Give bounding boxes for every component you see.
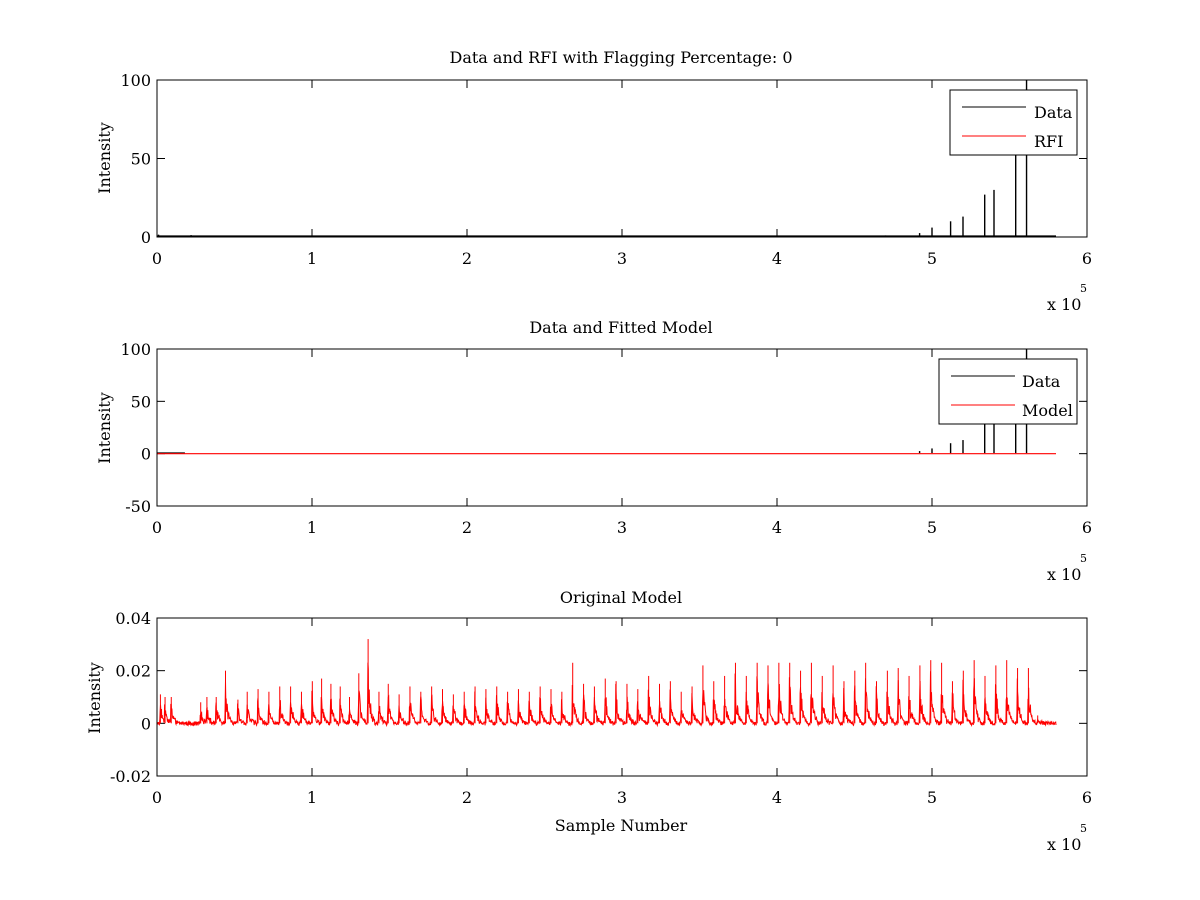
- subplot-1-title: Data and RFI with Flagging Percentage: 0: [449, 48, 792, 67]
- subplot-3-title: Original Model: [560, 588, 682, 607]
- x-tick-label: 3: [617, 518, 627, 537]
- original-model-trace: [156, 662, 1057, 728]
- x-tick-label: 1: [307, 518, 317, 537]
- legend-1-rfi-label: RFI: [1034, 132, 1063, 151]
- x-tick-label: 5: [927, 518, 937, 537]
- y-tick-label: 0.02: [115, 662, 151, 681]
- subplot-1-ylabel: Intensity: [95, 122, 114, 194]
- subplot-2-legend: Data Model: [938, 358, 1078, 425]
- y-tick-label: 0: [141, 445, 151, 464]
- subplot-2-ylabel: Intensity: [95, 392, 114, 464]
- subplot-1-frame: [156, 79, 1088, 238]
- x-tick-label: 6: [1082, 518, 1092, 537]
- x-tick-label: 0: [152, 788, 162, 807]
- x-tick-label: 4: [772, 249, 782, 268]
- x-tick-label: 4: [772, 518, 782, 537]
- y-tick-label: -0.02: [110, 767, 151, 786]
- legend-2-model-label: Model: [1022, 401, 1073, 420]
- subplot-3-x-exponent-power: 5: [1080, 822, 1087, 835]
- subplot-3-x-exponent-base: x 10: [1047, 835, 1081, 854]
- subplot-data-and-rfi: Data and RFI with Flagging Percentage: 0…: [95, 48, 1092, 314]
- x-tick-label: 1: [307, 249, 317, 268]
- x-tick-label: 3: [617, 788, 627, 807]
- x-tick-label: 2: [462, 788, 472, 807]
- y-tick-label: 0: [141, 228, 151, 247]
- y-tick-label: -50: [125, 497, 151, 516]
- legend-1-data-label: Data: [1034, 103, 1073, 122]
- x-tick-label: 3: [617, 249, 627, 268]
- x-tick-label: 5: [927, 788, 937, 807]
- x-tick-label: 5: [927, 249, 937, 268]
- x-tick-label: 2: [462, 249, 472, 268]
- subplot-3-ylabel: Intensity: [85, 662, 104, 734]
- y-tick-label: 100: [120, 71, 151, 90]
- subplot-2-x-exponent-power: 5: [1080, 552, 1087, 565]
- x-tick-label: 2: [462, 518, 472, 537]
- y-tick-label: 0: [141, 714, 151, 733]
- x-tick-label: 6: [1082, 788, 1092, 807]
- subplot-2-frame: [156, 348, 1088, 507]
- x-tick-label: 1: [307, 788, 317, 807]
- y-tick-label: 50: [131, 150, 151, 169]
- subplot-data-and-fitted-model: Data and Fitted Model Intensity 0 1 2 3 4 5 6 -…: [95, 318, 1092, 584]
- subplot-3-xlabel: Sample Number: [555, 816, 688, 835]
- x-tick-label: 6: [1082, 249, 1092, 268]
- legend-1-box: [949, 89, 1078, 156]
- subplot-3-plot-area: [156, 639, 1057, 728]
- y-tick-label: 100: [120, 340, 151, 359]
- subplot-3-x-exponent: x 10 5: [1047, 822, 1087, 854]
- y-tick-label: 0.04: [115, 609, 151, 628]
- legend-2-data-label: Data: [1022, 372, 1061, 391]
- subplot-1-x-exponent: x 10 5: [1047, 282, 1087, 314]
- legend-2-box: [938, 358, 1078, 425]
- y-tick-label: 50: [131, 392, 151, 411]
- x-tick-label: 0: [152, 249, 162, 268]
- subplot-2-title: Data and Fitted Model: [529, 318, 712, 337]
- subplot-1-x-exponent-power: 5: [1080, 282, 1087, 295]
- subplot-1-x-exponent-base: x 10: [1047, 295, 1081, 314]
- subplot-original-model: Original Model Intensity Sample Number 0…: [85, 588, 1092, 854]
- x-tick-label: 4: [772, 788, 782, 807]
- subplot-2-x-exponent: x 10 5: [1047, 552, 1087, 584]
- x-tick-label: 0: [152, 518, 162, 537]
- subplot-2-x-exponent-base: x 10: [1047, 565, 1081, 584]
- subplot-3-frame: [156, 617, 1088, 777]
- subplot-1-legend: Data RFI: [949, 89, 1078, 156]
